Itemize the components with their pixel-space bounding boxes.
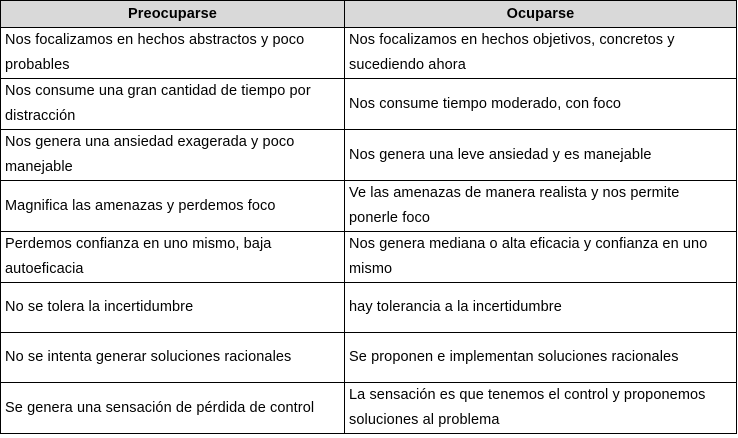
table-cell: Se proponen e implementan soluciones rac… xyxy=(344,332,737,383)
table-cell: hay tolerancia a la incertidumbre xyxy=(344,282,737,333)
table-cell: Nos genera mediana o alta eficacia y con… xyxy=(344,231,737,283)
table-row: No se tolera la incertidumbre hay toleran… xyxy=(0,282,737,333)
table-cell: Magnifica las amenazas y perdemos foco xyxy=(0,180,345,232)
table-cell: Nos consume tiempo moderado, con foco xyxy=(344,78,737,130)
table-row: Magnifica las amenazas y perdemos foco Ve… xyxy=(0,180,737,232)
header-cell: Preocuparse xyxy=(0,0,345,28)
table-row: Nos consume una gran cantidad de tiempo … xyxy=(0,78,737,130)
table-cell: Nos focalizamos en hechos objetivos, con… xyxy=(344,27,737,79)
table-row: Nos genera una ansiedad exagerada y poco… xyxy=(0,129,737,181)
table-cell: No se intenta generar soluciones raciona… xyxy=(0,332,345,383)
header-cell: Ocuparse xyxy=(344,0,737,28)
table-cell: Nos focalizamos en hechos abstractos y p… xyxy=(0,27,345,79)
table-cell: Se genera una sensación de pérdida de co… xyxy=(0,382,345,434)
table-row: Perdemos confianza en uno mismo, baja au… xyxy=(0,231,737,283)
header-row: Preocuparse Ocuparse xyxy=(0,0,737,28)
table-cell: Perdemos confianza en uno mismo, baja au… xyxy=(0,231,345,283)
table-cell: Nos genera una leve ansiedad y es maneja… xyxy=(344,129,737,181)
table-body: Nos focalizamos en hechos abstractos y p… xyxy=(0,27,737,434)
table-cell: Nos genera una ansiedad exagerada y poco… xyxy=(0,129,345,181)
table-cell: Ve las amenazas de manera realista y nos… xyxy=(344,180,737,232)
table-row: Nos focalizamos en hechos abstractos y p… xyxy=(0,27,737,79)
table-row: No se intenta generar soluciones raciona… xyxy=(0,332,737,383)
table-cell: No se tolera la incertidumbre xyxy=(0,282,345,333)
table-row: Se genera una sensación de pérdida de co… xyxy=(0,382,737,434)
table-cell: Nos consume una gran cantidad de tiempo … xyxy=(0,78,345,130)
table-cell: La sensación es que tenemos el control y… xyxy=(344,382,737,434)
